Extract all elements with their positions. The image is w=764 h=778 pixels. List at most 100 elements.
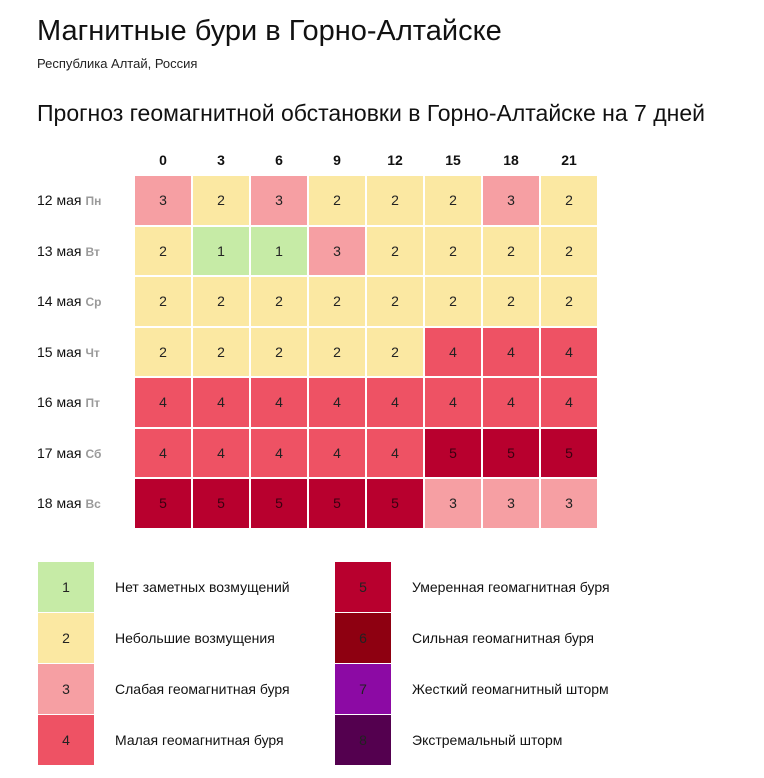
heatmap-cell: 4 <box>309 378 365 427</box>
heatmap-cell: 3 <box>483 479 539 528</box>
legend-swatch: 4 <box>38 715 94 765</box>
heatmap-cell: 4 <box>251 378 307 427</box>
heatmap-cell: 2 <box>193 176 249 225</box>
heatmap-cell: 4 <box>309 428 365 477</box>
heatmap-cell: 4 <box>425 378 481 427</box>
hour-label: 9 <box>333 152 341 168</box>
page-title: Магнитные бури в Горно-Алтайске <box>37 15 502 47</box>
heatmap-cell: 5 <box>193 479 249 528</box>
heatmap-cell: 4 <box>251 428 307 477</box>
heatmap-cell: 4 <box>193 378 249 427</box>
heatmap-cell: 4 <box>483 327 539 376</box>
hour-label: 12 <box>387 152 403 168</box>
heatmap-cell: 5 <box>425 428 481 477</box>
heatmap-cell: 3 <box>251 176 307 225</box>
heatmap-cell: 4 <box>541 378 597 427</box>
hour-label: 0 <box>159 152 167 168</box>
legend-label: Экстремальный шторм <box>412 732 563 748</box>
legend-label: Умеренная геомагнитная буря <box>412 579 610 595</box>
heatmap-cell: 4 <box>135 428 191 477</box>
legend-label: Нет заметных возмущений <box>115 579 290 595</box>
row-weekday: Чт <box>85 345 100 360</box>
heatmap-cell: 2 <box>309 277 365 326</box>
heatmap-cell: 4 <box>483 378 539 427</box>
hour-label: 21 <box>561 152 577 168</box>
heatmap-cell: 3 <box>541 479 597 528</box>
legend-label: Слабая геомагнитная буря <box>115 681 290 697</box>
row-weekday: Сб <box>85 446 102 461</box>
row-weekday: Пн <box>85 194 102 208</box>
heatmap-cell: 2 <box>135 277 191 326</box>
row-weekday: Вт <box>85 244 100 259</box>
heatmap-cell: 4 <box>541 327 597 376</box>
heatmap-cell: 2 <box>541 277 597 326</box>
heatmap-cell: 2 <box>425 176 481 225</box>
heatmap-cell: 5 <box>541 428 597 477</box>
heatmap-cell: 3 <box>309 226 365 275</box>
hour-label: 18 <box>503 152 519 168</box>
heatmap-cell: 2 <box>193 327 249 376</box>
legend-label: Сильная геомагнитная буря <box>412 630 594 646</box>
heatmap-cell: 5 <box>367 479 423 528</box>
heatmap-cell: 2 <box>251 327 307 376</box>
heatmap-cell: 3 <box>425 479 481 528</box>
row-date-label: 18 мая Вс <box>37 479 101 528</box>
heatmap-cell: 4 <box>135 378 191 427</box>
legend-swatch: 3 <box>38 664 94 714</box>
heatmap-cell: 2 <box>541 176 597 225</box>
legend-swatch: 6 <box>335 613 391 663</box>
row-weekday: Пт <box>85 396 100 410</box>
row-date: 15 мая <box>37 343 82 360</box>
heatmap-cell: 2 <box>367 176 423 225</box>
heatmap-cell: 2 <box>483 226 539 275</box>
row-date: 17 мая <box>37 444 82 461</box>
heatmap-cell: 3 <box>483 176 539 225</box>
heatmap-cell: 3 <box>135 176 191 225</box>
heatmap-cell: 5 <box>251 479 307 528</box>
row-date: 14 мая <box>37 293 82 309</box>
heatmap-cell: 2 <box>425 226 481 275</box>
heatmap-cell: 2 <box>309 327 365 376</box>
legend-label: Жесткий геомагнитный шторм <box>412 681 609 697</box>
hour-label: 6 <box>275 152 283 168</box>
heatmap-cell: 5 <box>483 428 539 477</box>
row-date-label: 16 мая Пт <box>37 378 100 427</box>
legend-swatch: 2 <box>38 613 94 663</box>
legend-swatch: 5 <box>335 562 391 612</box>
heatmap-cell: 5 <box>309 479 365 528</box>
row-date-label: 15 мая Чт <box>37 328 100 377</box>
legend-swatch: 7 <box>335 664 391 714</box>
heatmap-cell: 2 <box>367 327 423 376</box>
heatmap-cell: 1 <box>251 226 307 275</box>
heatmap-cell: 5 <box>135 479 191 528</box>
row-date-label: 13 мая Вт <box>37 227 100 276</box>
heatmap-cell: 2 <box>251 277 307 326</box>
heatmap-cell: 2 <box>425 277 481 326</box>
heatmap-cell: 2 <box>309 176 365 225</box>
row-date-label: 12 мая Пн <box>37 176 101 225</box>
row-date: 12 мая <box>37 192 82 208</box>
row-date-label: 17 мая Сб <box>37 429 101 478</box>
section-title: Прогноз геомагнитной обстановки в Горно-… <box>37 100 705 126</box>
heatmap-cell: 2 <box>193 277 249 326</box>
heatmap-cell: 4 <box>425 327 481 376</box>
row-weekday: Ср <box>85 295 102 309</box>
heatmap-cell: 4 <box>367 428 423 477</box>
heatmap-cell: 2 <box>483 277 539 326</box>
heatmap-cell: 2 <box>367 226 423 275</box>
legend-label: Малая геомагнитная буря <box>115 732 284 748</box>
heatmap-cell: 1 <box>193 226 249 275</box>
row-weekday: Вс <box>85 497 101 511</box>
heatmap-cell: 4 <box>367 378 423 427</box>
row-date: 13 мая <box>37 242 82 259</box>
hour-label: 3 <box>217 152 225 168</box>
row-date-label: 14 мая Ср <box>37 277 101 326</box>
legend-label: Небольшие возмущения <box>115 630 275 646</box>
heatmap-cell: 2 <box>135 226 191 275</box>
hour-label: 15 <box>445 152 461 168</box>
heatmap-cell: 2 <box>135 327 191 376</box>
heatmap-cell: 2 <box>541 226 597 275</box>
legend-swatch: 8 <box>335 715 391 765</box>
row-date: 18 мая <box>37 495 82 511</box>
heatmap-cell: 4 <box>193 428 249 477</box>
